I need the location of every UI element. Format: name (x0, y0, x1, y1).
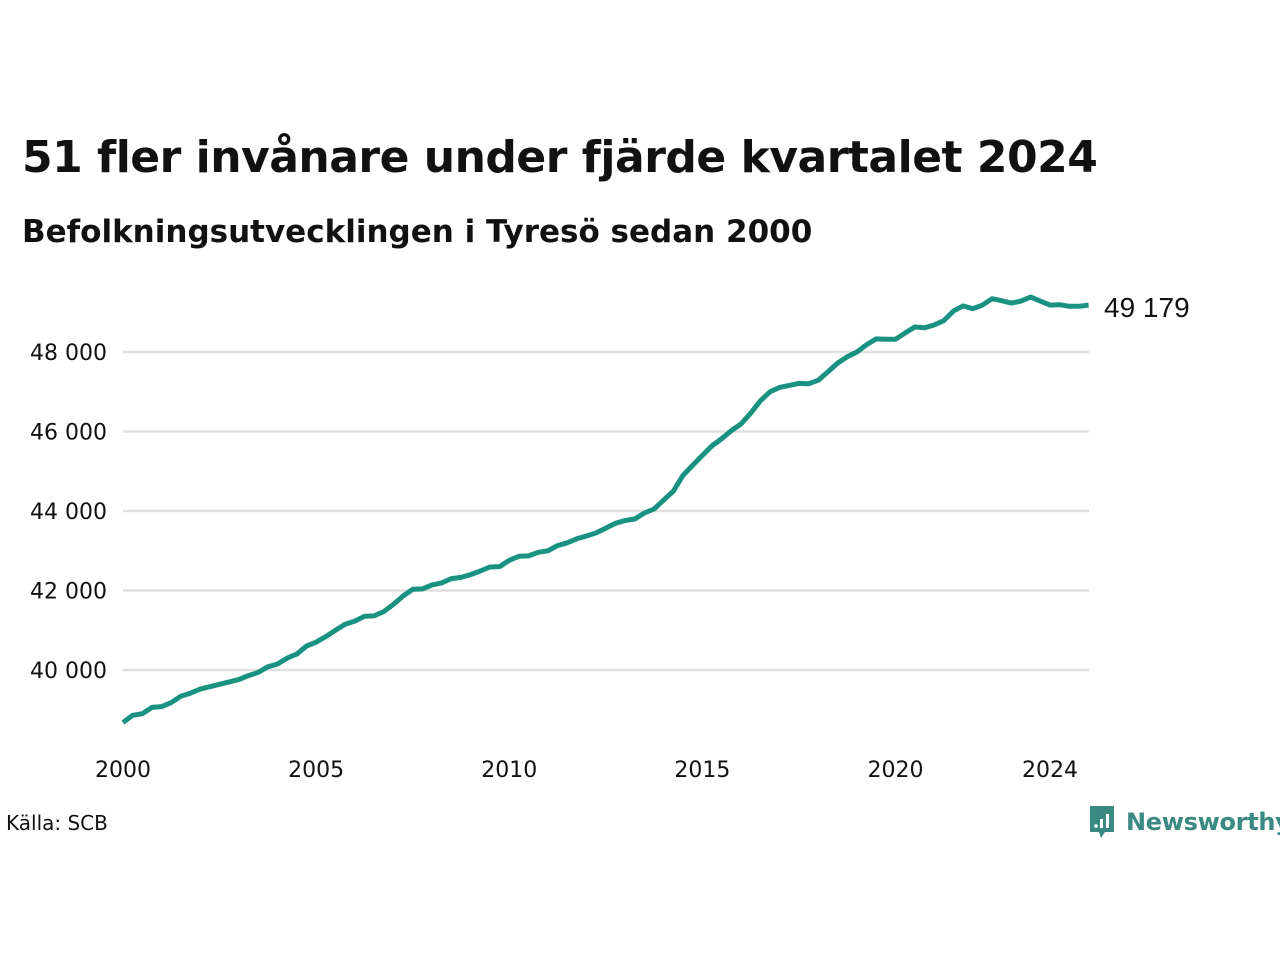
x-tick-label: 2020 (868, 758, 924, 783)
y-tick-label: 48 000 (30, 341, 107, 366)
x-tick-label: 2005 (288, 758, 344, 783)
chart-subtitle: Befolkningsutvecklingen i Tyresö sedan 2… (22, 214, 813, 250)
x-tick-label: 2024 (1022, 758, 1078, 783)
series-layer (121, 294, 1089, 725)
end-value-label: 49 179 (1104, 292, 1190, 323)
gridlines (123, 350, 1089, 672)
x-tick-label: 2015 (674, 758, 730, 783)
y-tick-label: 46 000 (30, 421, 107, 446)
x-tick-label: 2000 (95, 758, 151, 783)
series-line-population (121, 294, 1089, 725)
newsworthy-brand[interactable]: Newsworthy (1088, 804, 1280, 840)
x-tick-label: 2010 (481, 758, 537, 783)
newsworthy-logo-icon (1090, 806, 1114, 838)
chart-title: 51 fler invånare under fjärde kvartalet … (22, 132, 1098, 183)
brand-name: Newsworthy (1126, 808, 1280, 836)
source-note: Källa: SCB (6, 811, 108, 835)
y-tick-label: 42 000 (30, 580, 107, 605)
y-axis-tick-labels: 40 000 42 000 44 000 46 000 48 000 (30, 341, 107, 684)
y-tick-label: 44 000 (30, 500, 107, 525)
x-axis-tick-labels: 2000 2005 2010 2015 2020 2024 (95, 758, 1078, 783)
y-tick-label: 40 000 (30, 659, 107, 684)
